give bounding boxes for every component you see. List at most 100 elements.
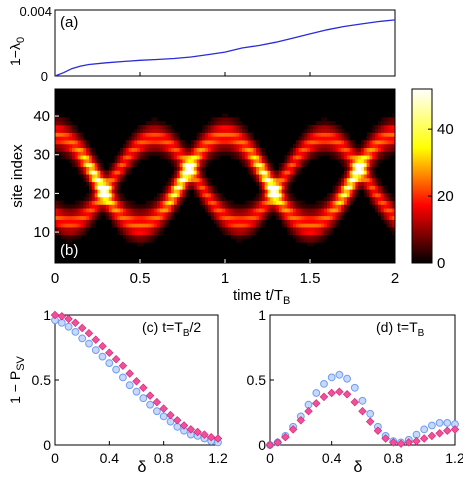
heatmap-cell (208, 181, 212, 186)
heatmap-cell (363, 189, 368, 194)
heatmap-cell (332, 140, 336, 145)
heatmap-cell (174, 166, 178, 171)
heatmap-cell (392, 117, 395, 122)
heatmap-cell (140, 227, 144, 232)
heatmap-cell (222, 227, 226, 232)
heatmap-cell (86, 223, 90, 228)
heatmap-cell (114, 155, 118, 160)
heatmap-cell (307, 204, 311, 209)
heatmap-cell (386, 140, 390, 145)
heatmap-cell (298, 200, 302, 205)
heatmap-cell (83, 223, 87, 228)
heatmap-cell (210, 151, 215, 156)
heatmap-cell (171, 140, 175, 145)
heatmap-cell (270, 204, 274, 209)
heatmap-cell (261, 177, 266, 183)
heatmap-cell (154, 143, 158, 149)
heatmap-cell (86, 174, 90, 179)
heatmap-cell (154, 128, 158, 133)
heatmap-cell (199, 151, 203, 156)
heatmap-cell (63, 140, 67, 145)
heatmap-cell (162, 151, 166, 156)
heatmap-cell (216, 215, 220, 220)
heatmap-cell (142, 132, 147, 137)
heatmap-cell (264, 208, 268, 213)
heatmap-cell (80, 204, 84, 209)
heatmap-cell (327, 219, 331, 224)
heatmap-cell (230, 117, 234, 122)
heatmap-cell (312, 147, 317, 152)
heatmap-cell (80, 140, 84, 145)
heatmap-cell (256, 158, 260, 164)
heatmap-cell (179, 162, 183, 167)
heatmap-cell (304, 132, 308, 137)
heatmap-cell (233, 151, 237, 156)
heatmap-cell (304, 230, 308, 236)
heatmap-cell (290, 200, 294, 205)
heatmap-cell (205, 128, 209, 133)
heatmap-cell (91, 181, 96, 186)
heatmap-cell (380, 189, 385, 194)
heatmap-cell (74, 234, 79, 239)
heatmap-cell (140, 128, 144, 133)
heatmap-cell (111, 185, 115, 190)
heatmap-cell (145, 121, 149, 126)
heatmap-cell (162, 185, 166, 190)
heatmap-cell (100, 181, 104, 186)
heatmap-cell (77, 227, 81, 232)
heatmap-cell (361, 143, 365, 149)
heatmap-cell (261, 189, 266, 194)
heatmap-cell (148, 215, 152, 220)
heatmap-cell (304, 143, 308, 149)
heatmap-cell (321, 219, 325, 224)
heatmap-cell (208, 204, 212, 209)
heatmap-cell (137, 132, 141, 137)
panel-c-circle-point (146, 400, 155, 409)
heatmap-cell (389, 193, 393, 198)
heatmap-cell (165, 124, 169, 130)
heatmap-cell (222, 223, 226, 228)
heatmap-cell (162, 121, 166, 126)
heatmap-cell (324, 196, 328, 201)
heatmap-cell (324, 223, 328, 228)
heatmap-cell (327, 128, 331, 133)
heatmap-cell (94, 189, 98, 194)
heatmap-cell (128, 158, 132, 164)
heatmap-cell (91, 174, 96, 179)
heatmap-cell (131, 132, 135, 137)
heatmap-cell (378, 132, 382, 137)
panel-d-diamond-point (335, 387, 344, 396)
heatmap-cell (361, 166, 365, 171)
heatmap-cell (247, 227, 251, 232)
heatmap-cell (94, 196, 98, 201)
panel-d-xtick-label-0: 0 (266, 450, 274, 466)
heatmap-cell (151, 121, 155, 126)
heatmap-cell (142, 208, 147, 213)
panel-d-label: (d) t=TB (376, 319, 425, 339)
heatmap-cell (372, 140, 376, 145)
heatmap-cell (131, 155, 135, 160)
heatmap-cell (338, 200, 342, 205)
heatmap-cell (202, 185, 206, 190)
heatmap-cell (117, 193, 121, 198)
heatmap-cell (225, 121, 229, 126)
heatmap-cell (80, 155, 84, 160)
heatmap-cell (111, 166, 115, 171)
heatmap-cell (346, 140, 351, 145)
heatmap-cell (230, 155, 234, 160)
panel-c-circle-point (91, 346, 100, 355)
heatmap-cell (301, 155, 305, 160)
heatmap-cell (389, 124, 393, 130)
heatmap-cell (131, 151, 135, 156)
heatmap-cell (106, 211, 110, 217)
heatmap-cell (293, 155, 297, 160)
panel-d-xtick-label-1: 0.4 (322, 450, 342, 466)
heatmap-cell (332, 215, 336, 220)
heatmap-cell (199, 147, 203, 152)
heatmap-cell (114, 215, 118, 220)
heatmap-cell (346, 162, 351, 167)
heatmap-cell (179, 147, 183, 152)
panel-d-diamond-point (350, 397, 360, 407)
heatmap-cell (117, 219, 121, 224)
heatmap-cell (366, 193, 370, 198)
